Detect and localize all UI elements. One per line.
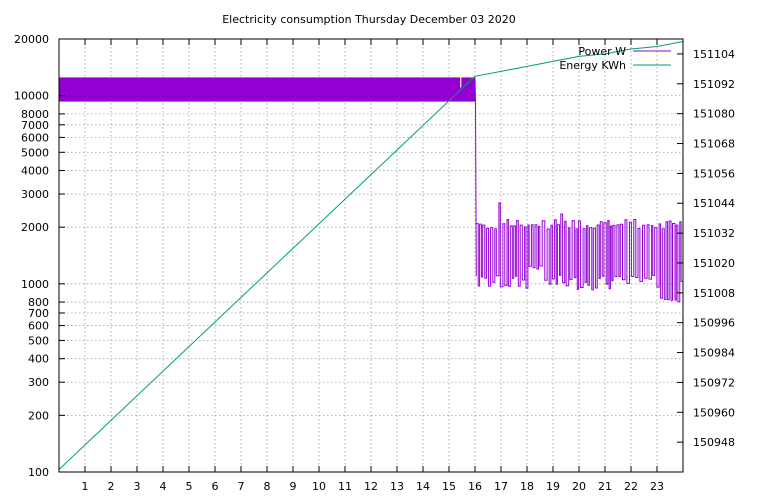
y-left-tick-label: 3000 (21, 188, 49, 201)
y-right-tick-label: 150972 (693, 376, 735, 389)
y-left-tick-label: 20000 (14, 33, 49, 46)
x-tick-label: 21 (598, 480, 612, 493)
legend-label: Energy KWh (559, 59, 626, 72)
x-tick-label: 15 (442, 480, 456, 493)
x-tick-label: 17 (494, 480, 508, 493)
x-tick-label: 12 (364, 480, 378, 493)
x-tick-label: 8 (264, 480, 271, 493)
y-right-tick-label: 150948 (693, 436, 735, 449)
y-left-tick-label: 6000 (21, 131, 49, 144)
x-tick-label: 5 (186, 480, 193, 493)
y-left-tick-label: 300 (28, 376, 49, 389)
x-tick-label: 13 (390, 480, 404, 493)
x-tick-label: 3 (134, 480, 141, 493)
power-series-drop (474, 77, 477, 277)
y-right-tick-label: 151104 (693, 48, 735, 61)
x-tick-label: 23 (650, 480, 664, 493)
x-tick-label: 1 (82, 480, 89, 493)
x-tick-label: 4 (160, 480, 167, 493)
x-tick-label: 6 (212, 480, 219, 493)
y-right-tick-label: 151044 (693, 197, 735, 210)
y-left-tick-label: 800 (28, 296, 49, 309)
power-series-line (476, 202, 684, 303)
y-left-tick-label: 1000 (21, 278, 49, 291)
y-left-tick-label: 2000 (21, 221, 49, 234)
y-right-tick-label: 150984 (693, 347, 735, 360)
x-tick-label: 2 (108, 480, 115, 493)
legend-label: Power W (578, 45, 626, 58)
x-tick-label: 7 (238, 480, 245, 493)
y-right-tick-label: 150996 (693, 317, 735, 330)
y-right-tick-label: 151032 (693, 227, 735, 240)
x-tick-label: 14 (416, 480, 430, 493)
y-right-tick-label: 151068 (693, 138, 735, 151)
x-tick-label: 22 (624, 480, 638, 493)
y-right-tick-label: 151056 (693, 167, 735, 180)
y-left-tick-label: 600 (28, 320, 49, 333)
x-tick-label: 16 (468, 480, 482, 493)
x-tick-label: 18 (520, 480, 534, 493)
y-left-tick-label: 8000 (21, 108, 49, 121)
y-left-tick-label: 7000 (21, 119, 49, 132)
y-left-tick-label: 100 (28, 466, 49, 479)
axes: 1 2 3 4 5 6 7 8 9 10 11 12 13 14 15 16 17 18 19 20 21 22 23100… (14, 33, 735, 493)
y-left-tick-label: 5000 (21, 146, 49, 159)
y-right-tick-label: 151080 (693, 108, 735, 121)
y-right-tick-label: 151020 (693, 257, 735, 270)
x-tick-label: 19 (546, 480, 560, 493)
y-right-tick-label: 151008 (693, 287, 735, 300)
y-left-tick-label: 4000 (21, 165, 49, 178)
chart-title: Electricity consumption Thursday Decembe… (222, 13, 516, 26)
y-left-tick-label: 700 (28, 307, 49, 320)
y-right-tick-label: 151092 (693, 78, 735, 91)
x-tick-label: 11 (338, 480, 352, 493)
x-tick-label: 10 (312, 480, 326, 493)
y-left-tick-label: 200 (28, 409, 49, 422)
y-left-tick-label: 500 (28, 334, 49, 347)
y-right-tick-label: 150960 (693, 406, 735, 419)
energy-series-line (58, 41, 684, 470)
x-tick-label: 9 (290, 480, 297, 493)
y-left-tick-label: 10000 (14, 90, 49, 103)
power-series-band (59, 77, 475, 102)
grid (59, 39, 683, 472)
y-left-tick-label: 400 (28, 353, 49, 366)
series-layer (58, 41, 684, 470)
x-tick-label: 20 (572, 480, 586, 493)
